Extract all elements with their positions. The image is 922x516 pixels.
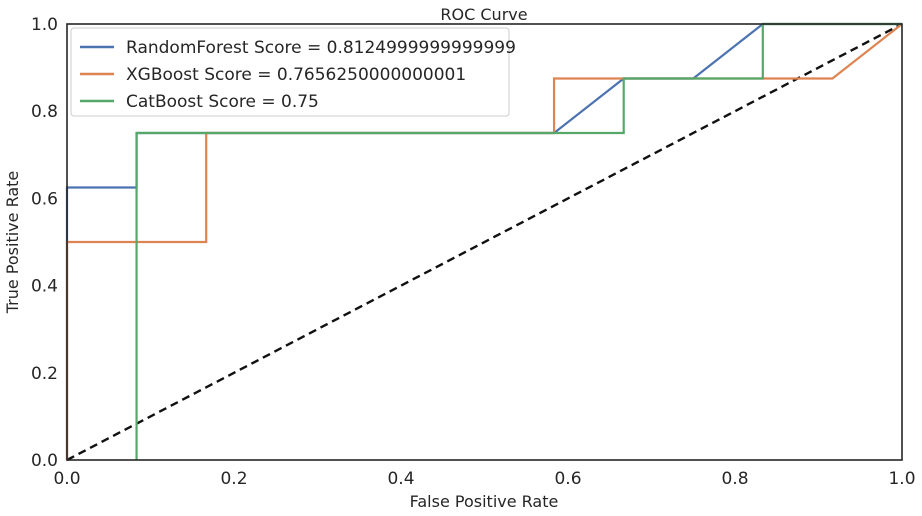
- x-tick-label: 1.0: [888, 469, 915, 489]
- y-tick-label: 0.6: [31, 189, 58, 209]
- y-tick-label: 0.0: [31, 451, 58, 471]
- legend-label: XGBoost Score = 0.7656250000000001: [126, 65, 466, 85]
- y-tick-label: 1.0: [31, 15, 58, 35]
- legend-label: CatBoost Score = 0.75: [126, 92, 319, 112]
- x-axis-label: False Positive Rate: [410, 492, 559, 511]
- x-tick-label: 0.0: [53, 469, 80, 489]
- x-tick-label: 0.6: [554, 469, 581, 489]
- x-tick-label: 0.4: [387, 469, 414, 489]
- y-tick-label: 0.8: [31, 102, 58, 122]
- plot-frame: [66, 23, 903, 461]
- legend-label: RandomForest Score = 0.8124999999999999: [126, 38, 516, 58]
- legend-box: [70, 27, 510, 117]
- y-tick-label: 0.4: [31, 277, 58, 297]
- chart-title: ROC Curve: [440, 5, 527, 24]
- y-axis-label: True Positive Rate: [3, 171, 22, 315]
- x-tick-label: 0.2: [220, 469, 247, 489]
- diagonal-reference-line: [66, 22, 903, 462]
- x-tick-label: 0.8: [721, 469, 748, 489]
- legend: RandomForest Score = 0.8124999999999999 X…: [70, 27, 516, 117]
- y-tick-label: 0.2: [31, 364, 58, 384]
